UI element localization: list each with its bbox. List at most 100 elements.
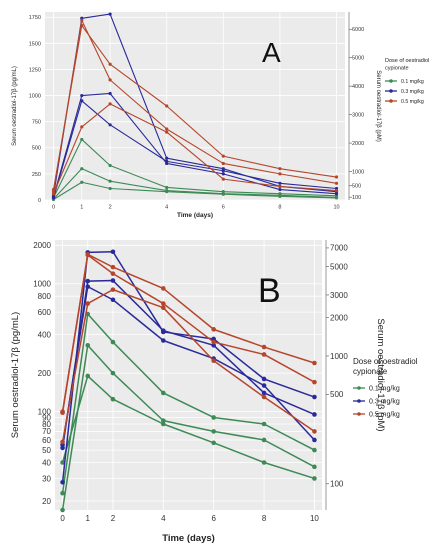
y2-tick-label: 3000 [330, 291, 348, 300]
data-point [110, 370, 116, 376]
data-point [165, 190, 169, 194]
y-tick-label: 90 [42, 413, 51, 422]
y2-tick-label: 2000 [352, 141, 364, 147]
legend-swatch-dot [389, 89, 393, 93]
data-point [165, 104, 169, 108]
y2-axis-title: Serum oestradiol-17β (pM) [375, 318, 386, 431]
y-tick-label: 70 [42, 427, 51, 436]
data-point [60, 410, 65, 416]
data-point [108, 179, 112, 183]
y-tick-label: 1250 [29, 67, 41, 73]
y-tick-label: 600 [38, 308, 52, 317]
y2-tick-label: 4000 [352, 84, 364, 90]
data-point [80, 93, 84, 98]
legend-swatch-dot [389, 99, 393, 103]
data-point [165, 159, 169, 163]
x-tick-label: 4 [161, 514, 166, 523]
data-point [108, 123, 112, 127]
data-point [161, 418, 166, 423]
legend-title-continued: cypionate [385, 66, 409, 72]
data-point [80, 137, 84, 142]
y2-tick-label: 500 [352, 184, 361, 190]
data-point [51, 192, 56, 196]
data-point [261, 352, 267, 357]
data-point [161, 328, 166, 333]
y-tick-label: 100 [38, 407, 52, 416]
data-point [278, 184, 282, 189]
data-point [261, 460, 267, 465]
y-tick-label: 40 [42, 458, 51, 467]
y2-tick-label: 6000 [352, 27, 364, 33]
data-point [261, 394, 267, 400]
data-point [261, 421, 267, 427]
data-point [278, 172, 282, 176]
x-tick-label: 8 [262, 514, 267, 523]
data-point [161, 338, 166, 343]
data-point [80, 167, 84, 171]
data-point [261, 437, 267, 443]
y-tick-label: 60 [42, 436, 51, 445]
y-tick-label: 1750 [29, 15, 41, 21]
data-point [85, 343, 91, 348]
data-point [221, 154, 225, 158]
data-point [60, 479, 65, 485]
data-point [312, 437, 317, 443]
x-tick-label: 10 [310, 514, 319, 523]
data-point [312, 464, 317, 470]
y-tick-label: 20 [42, 497, 51, 506]
y-tick-label: 250 [32, 172, 41, 178]
data-point [161, 390, 166, 396]
data-point [51, 196, 56, 200]
data-point [312, 447, 317, 453]
x-axis-title: Time (days) [162, 533, 215, 544]
legend-entry: 0.1 mg/kg [401, 79, 424, 85]
y2-tick-label: 500 [330, 390, 344, 399]
data-point [108, 78, 112, 82]
chart-panel-a: 0 250 500 750 1000 1250 1500 1750 0 1 2 4 6 8 10 100 500… [12, 12, 429, 219]
x-tick-label: 2 [109, 205, 112, 211]
y-axis-title: Serum oestradiol-17β (pg/mL) [12, 66, 18, 146]
y-tick-label: 1000 [33, 280, 51, 289]
data-point [165, 156, 169, 160]
data-point [221, 177, 225, 181]
y-tick-label: 80 [42, 420, 51, 429]
data-point [108, 163, 112, 168]
data-point [211, 415, 216, 420]
x-tick-label: 1 [80, 205, 83, 211]
x-tick-label: 8 [278, 205, 281, 211]
data-point [108, 62, 112, 66]
y-tick-label: 0 [38, 198, 41, 204]
y-tick-label: 50 [42, 446, 51, 455]
x-tick-label: 0 [52, 205, 55, 211]
y2-tick-label: 7000 [330, 244, 348, 253]
legend-entry: 0.1 mg/kg [369, 385, 400, 392]
y2-tick-label: 5000 [352, 56, 364, 62]
data-point [85, 252, 91, 258]
legend-swatch-dot [357, 399, 361, 403]
panel-label: A [262, 37, 281, 68]
data-point [211, 339, 216, 345]
panel-label: B [258, 272, 281, 310]
data-point [110, 287, 116, 292]
x-tick-label: 2 [111, 514, 116, 523]
data-point [211, 429, 216, 434]
x-tick-label: 6 [211, 514, 216, 523]
y-tick-label: 500 [32, 146, 41, 152]
data-point [108, 12, 112, 16]
data-point [161, 286, 166, 291]
legend-entry: 0.3 mg/kg [369, 398, 400, 405]
data-point [278, 187, 282, 192]
x-tick-label: 0 [60, 514, 65, 523]
data-point [85, 301, 91, 306]
y-tick-label: 1500 [29, 41, 41, 47]
data-point [312, 360, 317, 366]
y-tick-label: 30 [42, 474, 51, 483]
data-point [312, 394, 317, 400]
data-point [60, 439, 65, 445]
plot-background [55, 240, 322, 510]
data-point [165, 127, 169, 131]
data-point [221, 172, 225, 176]
data-point [108, 91, 112, 96]
data-point [108, 186, 112, 191]
